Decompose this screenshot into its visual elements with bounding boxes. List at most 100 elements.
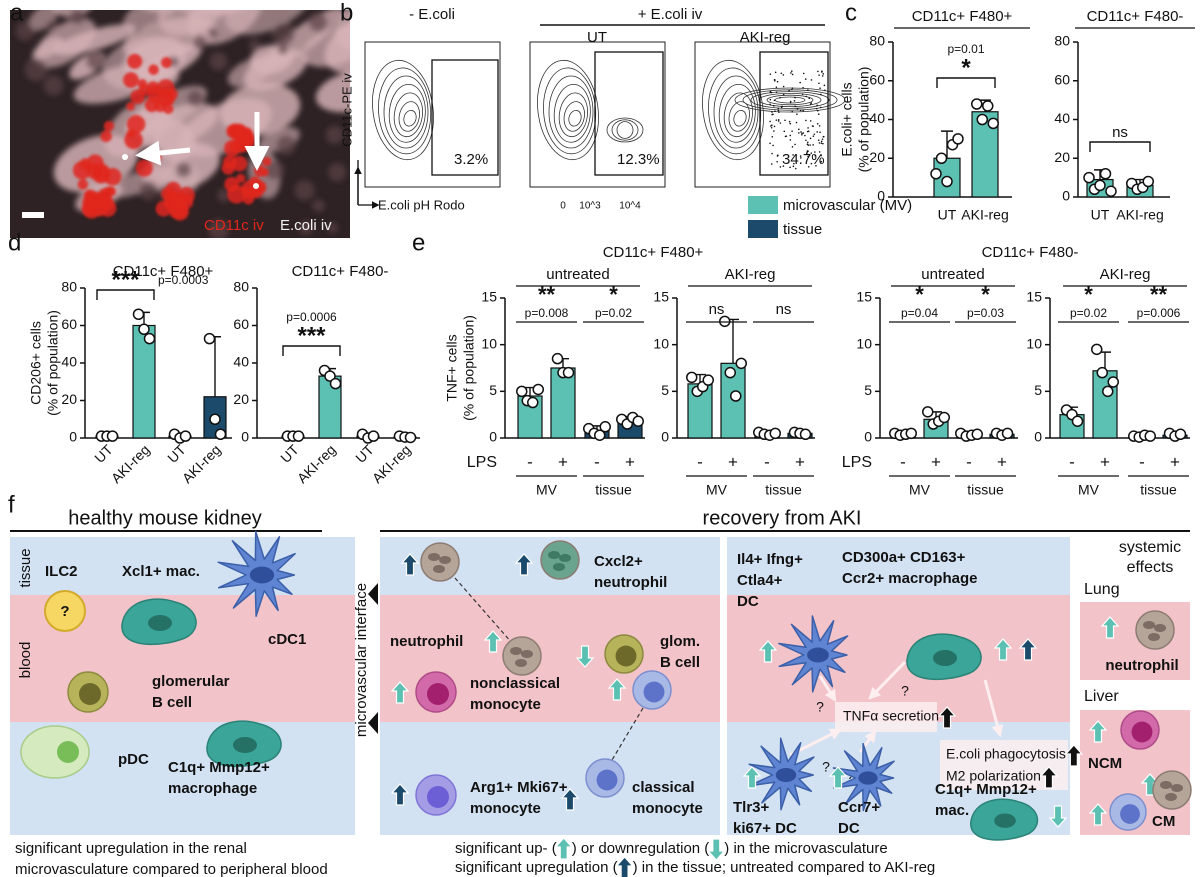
data-point: [1099, 168, 1112, 180]
x-tick-label: +: [625, 452, 635, 471]
cd11c-cell: [241, 185, 252, 197]
event: [816, 122, 819, 125]
event: [807, 127, 809, 129]
up-arrow: [615, 856, 634, 877]
event: [794, 167, 797, 170]
cell-label: mac.: [935, 802, 969, 819]
contour: [750, 91, 830, 109]
cell-label: ki67+ DC: [733, 820, 797, 837]
cd11c-cell: [124, 130, 143, 150]
zone-label: tissue: [17, 548, 34, 587]
contour: [403, 109, 417, 127]
event: [771, 113, 773, 116]
y-tick-label: 0: [489, 429, 497, 445]
event: [822, 142, 824, 145]
condition-label: + E.coli iv: [638, 6, 703, 23]
cd11c-cell: [127, 53, 143, 69]
cell-label: neutrophil: [390, 633, 463, 650]
event: [807, 155, 809, 158]
p-value: p=0.02: [595, 306, 632, 320]
flow-plot-frame: [694, 41, 831, 188]
event: [807, 89, 809, 91]
footer-text: microvasculature compared to peripheral …: [15, 861, 328, 877]
up-arrow: [483, 630, 503, 653]
gate: [594, 51, 664, 176]
y-tick-label: 15: [653, 289, 669, 305]
data-point: [987, 117, 999, 130]
y-tick-label: 80: [61, 279, 77, 295]
cell-nucleus: [57, 741, 79, 763]
event: [782, 85, 785, 88]
up-arrow: [758, 640, 778, 663]
data-point: [1071, 415, 1084, 427]
data-point: [769, 427, 781, 440]
data-point: [106, 430, 119, 442]
event: [821, 71, 823, 73]
event: [805, 95, 808, 98]
cd11c-cell: [77, 179, 89, 190]
lineage-link: [454, 577, 513, 644]
group-label: MV: [909, 482, 931, 498]
footer-text: ) or downregulation (: [572, 840, 710, 857]
data-point: [1102, 385, 1114, 398]
y-tick-label: 5: [1034, 382, 1042, 398]
event: [810, 152, 813, 154]
event: [791, 87, 794, 89]
nucleus: [24, 58, 48, 82]
micrograph: [10, 10, 350, 238]
data-point: [982, 100, 994, 112]
y-tick-label: 0: [1034, 429, 1042, 445]
data-point: [1107, 376, 1119, 388]
cell-label: monocyte: [632, 800, 703, 817]
cd11c-cell: [126, 115, 146, 134]
event: [773, 78, 776, 81]
event: [771, 124, 773, 126]
data-point: [599, 421, 611, 433]
event: [817, 70, 819, 73]
event: [818, 151, 821, 153]
event: [771, 152, 773, 155]
cd11c-cell: [81, 198, 102, 219]
cell-nucleus: [510, 647, 522, 655]
data-point: [404, 431, 417, 444]
event: [802, 109, 804, 112]
event: [793, 100, 796, 102]
cd11c-cell: [226, 124, 241, 139]
down-arrow: [1048, 805, 1068, 828]
contour: [733, 109, 747, 127]
data-point: [799, 428, 812, 441]
cd11c-cell: [260, 168, 270, 177]
event: [778, 111, 780, 113]
data-point: [905, 427, 917, 440]
event: [818, 125, 821, 127]
contour: [611, 119, 639, 141]
event: [770, 163, 773, 165]
p-value: p=0.008: [525, 306, 569, 320]
x-tick-label: +: [931, 452, 941, 471]
legend-label: microvascular (MV): [783, 197, 912, 214]
event: [820, 142, 823, 145]
event: [791, 146, 794, 148]
panel-label: f: [8, 491, 15, 518]
significance: *: [961, 54, 971, 81]
nucleus: [138, 180, 158, 201]
event: [802, 86, 804, 89]
group-label: MV: [706, 482, 728, 498]
event: [817, 139, 820, 141]
event: [771, 111, 773, 113]
event: [800, 157, 802, 159]
flow-y-axis: CD11c-PE iv: [339, 73, 354, 147]
event: [775, 86, 778, 88]
x-tick-label: AKI-reg: [294, 441, 339, 486]
contour: [563, 101, 585, 132]
cell-label: CD300a+ CD163+: [842, 549, 966, 566]
event: [819, 106, 822, 109]
pdc-cell: [20, 725, 90, 779]
x-tick-label: AKI-reg: [108, 441, 153, 486]
event: [795, 121, 798, 124]
nucleus: [327, 222, 338, 234]
data-point: [935, 152, 948, 164]
zone-label: blood: [17, 642, 34, 679]
event: [810, 162, 813, 165]
bar: [550, 367, 576, 439]
